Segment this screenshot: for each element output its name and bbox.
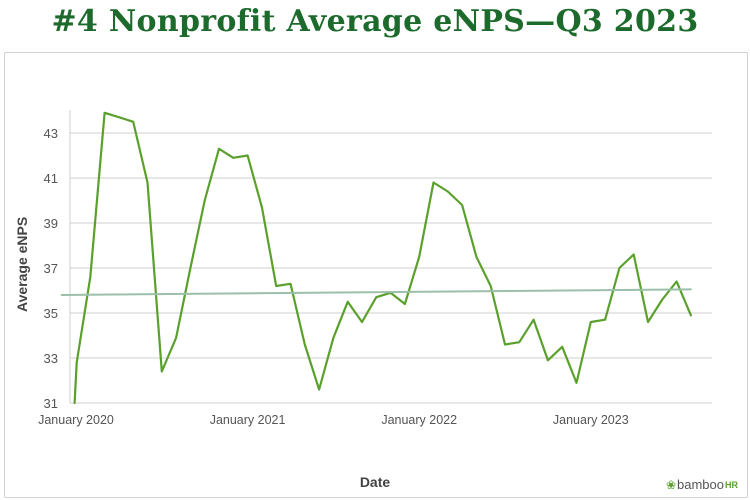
- y-tick-label: 33: [44, 351, 58, 366]
- x-tick-label: January 2022: [381, 413, 457, 427]
- x-tick-label: January 2021: [210, 413, 286, 427]
- x-axis-label: Date: [359, 474, 391, 490]
- logo-suffix: HR: [725, 479, 738, 490]
- y-axis-ticks: 31 33 35 37 39 41 43: [44, 126, 58, 411]
- enps-line: [73, 111, 693, 405]
- logo-text: bamboo: [677, 477, 724, 492]
- chart-title: #4 Nonprofit Average eNPS—Q3 2023: [51, 4, 699, 39]
- y-tick-label: 41: [44, 171, 58, 186]
- y-axis-label: Average eNPS: [14, 216, 30, 312]
- leaf-icon: ❀: [665, 477, 677, 492]
- y-tick-label: 43: [44, 126, 58, 141]
- x-axis-ticks: January 2020 January 2021 January 2022 Janu…: [38, 413, 629, 427]
- series-group: [60, 111, 693, 405]
- gridlines: [69, 110, 712, 404]
- x-tick-label: January 2023: [553, 413, 629, 427]
- y-tick-label: 35: [44, 306, 58, 321]
- x-tick-label: January 2020: [38, 413, 114, 427]
- y-tick-label: 31: [44, 396, 58, 411]
- bamboohr-logo: ❀ bamboo HR: [666, 477, 738, 492]
- y-tick-label: 37: [44, 261, 58, 276]
- trend-line: [60, 288, 692, 296]
- chart-card: [4, 52, 748, 498]
- y-tick-label: 39: [44, 216, 58, 231]
